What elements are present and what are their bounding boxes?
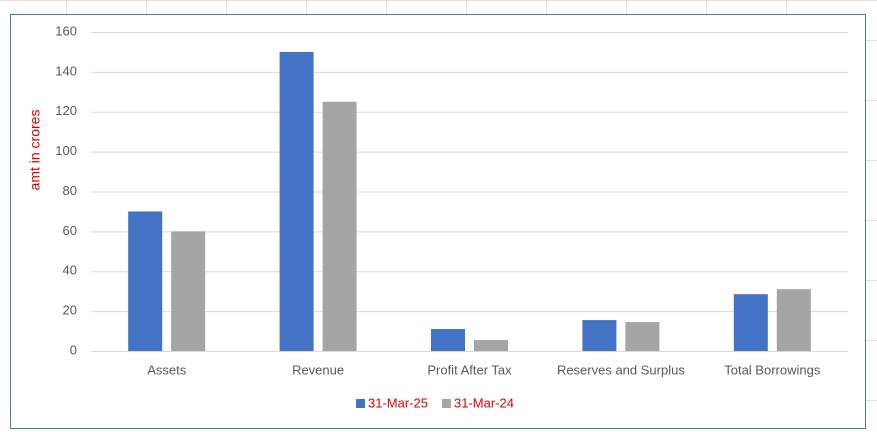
bar — [474, 340, 508, 351]
bar — [171, 231, 206, 351]
y-axis-label: amt in crores — [27, 110, 43, 191]
y-tick-label: 20 — [63, 303, 77, 318]
legend-swatch — [441, 399, 451, 408]
x-tick-label: Assets — [147, 362, 187, 377]
bar — [776, 289, 811, 351]
legend-label: 31-Mar-24 — [454, 395, 514, 410]
y-tick-label: 40 — [63, 263, 77, 278]
y-tick-label: 60 — [63, 223, 77, 238]
y-tick-label: 120 — [55, 103, 77, 118]
y-tick-label: 80 — [63, 183, 77, 198]
x-tick-label: Revenue — [292, 362, 344, 377]
bar — [322, 101, 357, 351]
bar — [279, 51, 314, 351]
y-tick-label: 100 — [55, 143, 77, 158]
y-tick-label: 0 — [70, 342, 77, 357]
legend-swatch — [356, 399, 365, 408]
bar — [733, 294, 768, 351]
bar — [582, 320, 617, 351]
bar — [128, 211, 163, 351]
x-tick-label: Total Borrowings — [724, 362, 821, 377]
x-tick-label: Profit After Tax — [427, 362, 512, 377]
x-tick-label: Reserves and Surplus — [557, 362, 685, 377]
y-tick-label: 160 — [55, 23, 77, 38]
spreadsheet-grid — [0, 0, 877, 401]
bar — [625, 322, 660, 351]
bar — [431, 329, 465, 351]
legend-label: 31-Mar-25 — [368, 395, 428, 410]
y-tick-label: 140 — [55, 63, 77, 78]
